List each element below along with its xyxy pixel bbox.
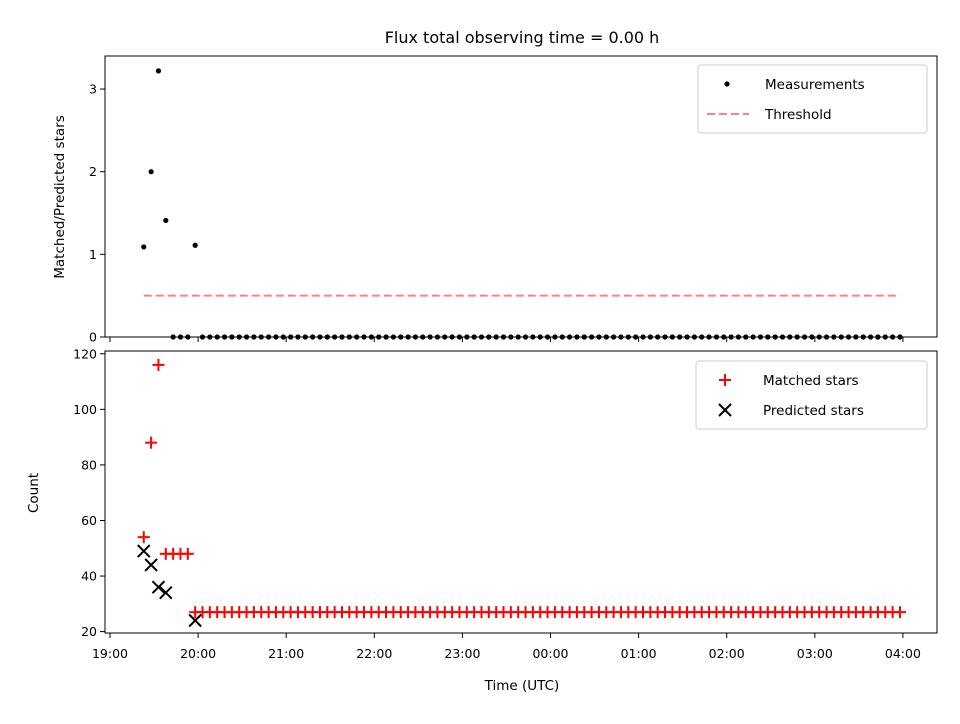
chart-title: Flux total observing time = 0.00 h xyxy=(385,28,660,47)
bottom-y-tick-label: 100 xyxy=(73,402,97,417)
bottom-panel: Count 20 40 60 80 100 120 19:00 20:00 21:00 22:00… xyxy=(26,346,938,661)
legend-predicted-label: Predicted stars xyxy=(763,403,864,419)
matched-stars-point xyxy=(152,358,165,371)
x-tick-label: 00:00 xyxy=(532,646,568,661)
bottom-y-tick-label: 120 xyxy=(73,346,97,361)
measurements-point xyxy=(192,242,198,248)
top-y-tick-label: 0 xyxy=(89,330,97,345)
bottom-y-tick-label: 60 xyxy=(81,513,97,528)
top-y-tick-label: 2 xyxy=(89,164,97,179)
predicted-stars-point xyxy=(151,580,166,594)
x-axis-label: Time (UTC) xyxy=(484,678,560,694)
x-tick-label: 02:00 xyxy=(709,646,745,661)
bottom-y-tick-label: 80 xyxy=(81,457,97,472)
top-legend: Measurements Threshold xyxy=(697,64,928,134)
top-y-tick-label: 1 xyxy=(89,247,97,262)
top-axes-frame xyxy=(104,55,938,338)
x-tick-label: 23:00 xyxy=(444,646,480,661)
measurements-point xyxy=(163,217,169,224)
predicted-stars-point xyxy=(188,613,202,628)
predicted-stars-point xyxy=(159,586,173,600)
legend-matched-label: Matched stars xyxy=(763,373,859,389)
legend-matched-marker xyxy=(719,374,731,386)
top-y-axis-label: Matched/Predicted stars xyxy=(52,115,68,278)
bottom-legend-box xyxy=(695,360,928,430)
x-tick-label: 19:00 xyxy=(92,646,128,661)
legend-measurements-marker xyxy=(724,81,730,87)
top-legend-box xyxy=(697,64,928,134)
x-tick-label: 22:00 xyxy=(356,646,392,661)
measurements-point xyxy=(148,169,154,175)
predicted-stars-point xyxy=(137,544,151,558)
measurements-point xyxy=(155,68,162,74)
bottom-y-tick-label: 20 xyxy=(81,624,97,639)
legend-threshold-label: Threshold xyxy=(764,107,832,123)
top-panel: Matched/Predicted stars 0 1 2 3 Measurement… xyxy=(52,55,938,345)
measurements-point xyxy=(141,244,147,250)
x-tick-label: 04:00 xyxy=(885,646,921,661)
bottom-y-tick-label: 40 xyxy=(81,569,97,584)
matched-stars-point xyxy=(137,531,150,544)
bottom-axes-frame xyxy=(104,350,938,634)
matched-stars-point xyxy=(181,547,194,560)
predicted-stars-point xyxy=(144,558,158,572)
x-tick-label: 20:00 xyxy=(180,646,216,661)
matched-stars-point xyxy=(893,606,906,619)
matched-stars-point xyxy=(145,436,158,449)
top-y-tick-label: 3 xyxy=(89,82,97,97)
bottom-y-axis-label: Count xyxy=(26,473,42,513)
x-tick-label: 21:00 xyxy=(268,646,304,661)
x-tick-label: 03:00 xyxy=(797,646,833,661)
bottom-legend: Matched stars Predicted stars xyxy=(695,360,928,430)
legend-measurements-label: Measurements xyxy=(765,77,865,93)
x-tick-label: 01:00 xyxy=(621,646,657,661)
legend-predicted-marker xyxy=(718,403,732,417)
